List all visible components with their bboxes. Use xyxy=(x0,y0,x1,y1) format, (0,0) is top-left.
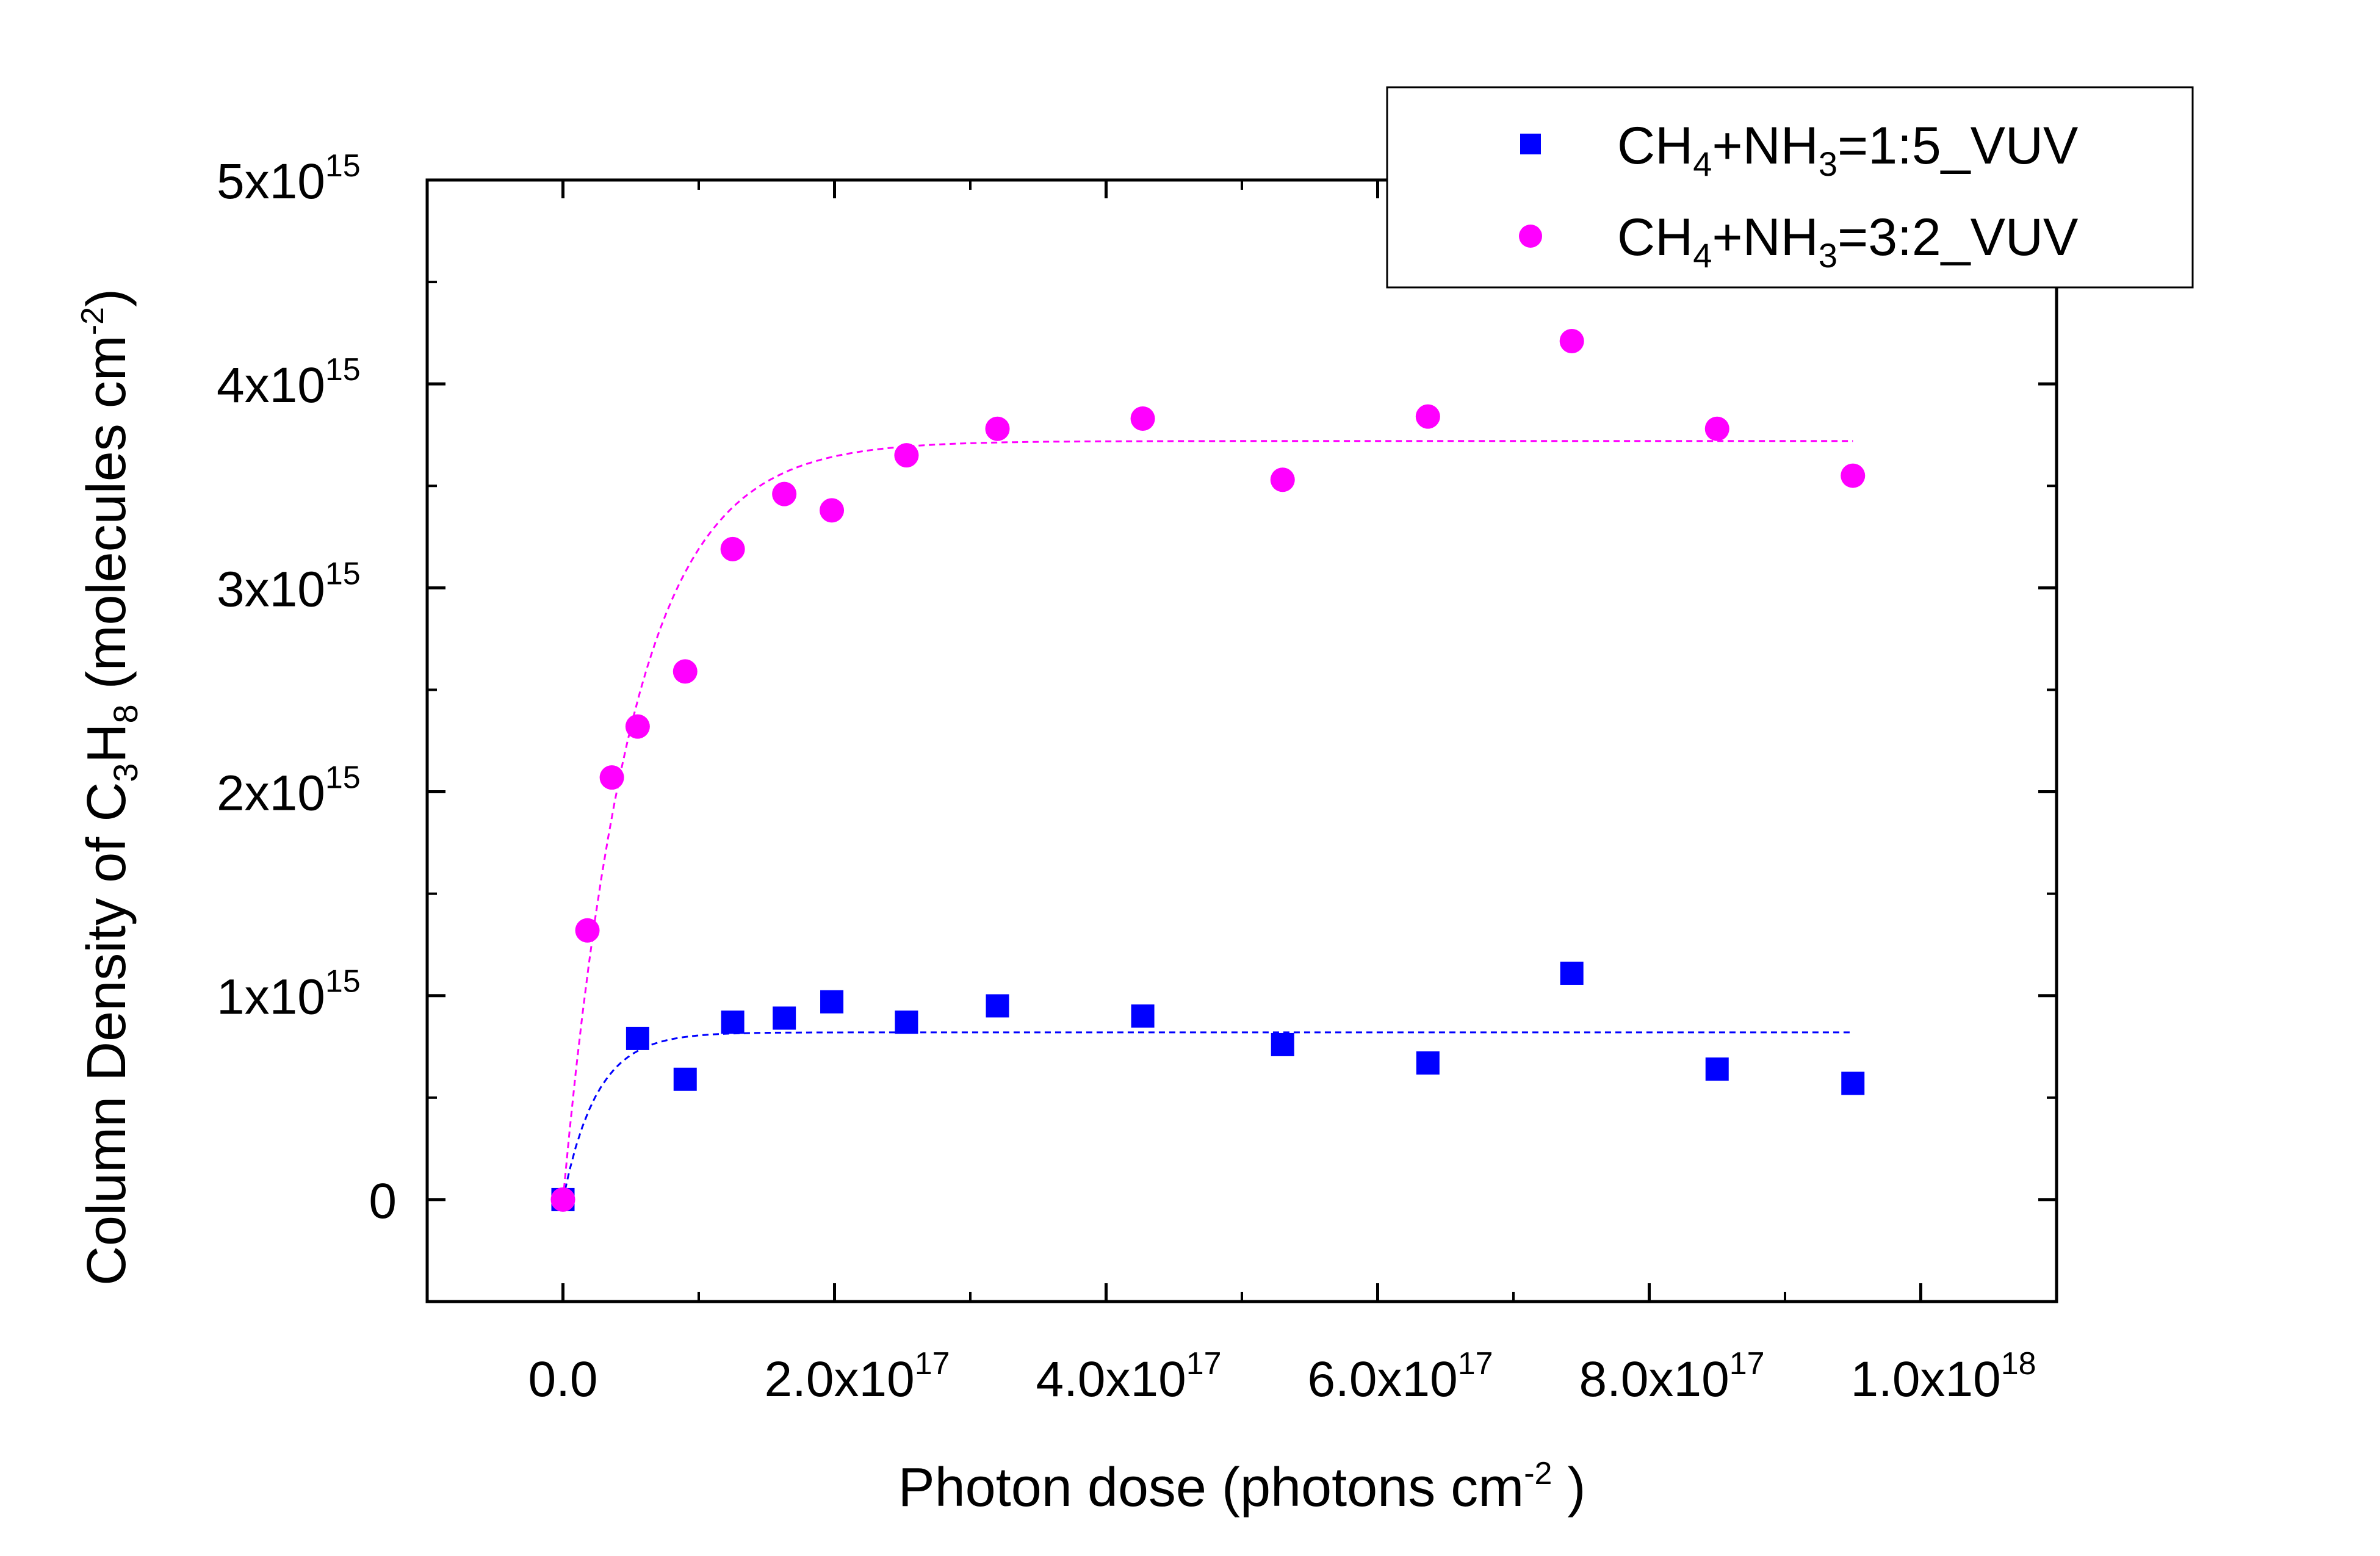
data-point-3-2 xyxy=(985,416,1010,441)
legend: CH4+NH3=1:5_VUV CH4+NH3=3:2_VUV xyxy=(1386,86,2194,289)
data-point-1-5 xyxy=(820,990,844,1014)
plot-area-frame xyxy=(425,178,2058,1303)
y-tick-label: 3x1015 xyxy=(217,556,361,617)
data-point-1-5 xyxy=(1271,1032,1294,1056)
data-point-3-2 xyxy=(894,443,919,468)
data-point-1-5 xyxy=(721,1010,745,1034)
data-point-3-2 xyxy=(720,536,745,561)
fit-curve-3-2 xyxy=(562,440,1853,1200)
data-point-3-2 xyxy=(820,498,845,523)
data-point-1-5 xyxy=(895,1010,918,1034)
data-point-3-2 xyxy=(673,659,698,684)
data-points xyxy=(550,329,1866,1212)
data-point-1-5 xyxy=(1416,1051,1440,1075)
data-point-3-2 xyxy=(1559,329,1584,354)
data-point-3-2 xyxy=(599,765,624,790)
legend-circle-marker xyxy=(1519,225,1542,248)
data-point-1-5 xyxy=(773,1006,796,1030)
y-axis-title: Column Density of C3H8 (molecules cm-2) xyxy=(75,289,145,1286)
data-point-3-2 xyxy=(1841,463,1866,488)
y-tick-label: 4x1015 xyxy=(217,352,361,413)
x-tick-label: 8.0x1017 xyxy=(1579,1346,1765,1407)
data-point-1-5 xyxy=(626,1026,649,1050)
y-tick-label: 0 xyxy=(369,1173,397,1229)
fit-curves xyxy=(562,440,1853,1200)
data-point-1-5 xyxy=(986,994,1009,1018)
data-point-3-2 xyxy=(1130,406,1155,431)
data-point-3-2 xyxy=(575,918,600,943)
legend-square-marker xyxy=(1520,134,1541,154)
data-point-3-2 xyxy=(1270,467,1295,492)
data-point-1-5 xyxy=(1560,961,1584,985)
data-point-3-2 xyxy=(550,1187,575,1212)
legend-label-3-2: CH4+NH3=3:2_VUV xyxy=(1617,208,2078,275)
legend-box xyxy=(1386,86,2194,289)
y-axis-tick-labels: 0 1x1015 2x1015 3x1015 4x1015 5x1015 xyxy=(217,148,397,1229)
data-point-3-2 xyxy=(625,714,650,739)
legend-label-1-5: CH4+NH3=1:5_VUV xyxy=(1617,117,2078,183)
x-axis-title: Photon dose (photons cm-2 ) xyxy=(898,1456,1586,1518)
x-tick-label: 4.0x1017 xyxy=(1036,1346,1222,1407)
data-point-1-5 xyxy=(673,1067,697,1091)
x-tick-label: 6.0x1017 xyxy=(1308,1346,1493,1407)
data-point-3-2 xyxy=(1415,404,1440,429)
x-tick-label: 2.0x1017 xyxy=(765,1346,950,1407)
data-point-1-5 xyxy=(1841,1072,1865,1095)
y-tick-label: 5x1015 xyxy=(217,148,361,209)
data-point-1-5 xyxy=(1705,1057,1729,1081)
data-point-3-2 xyxy=(1704,416,1729,441)
data-point-1-5 xyxy=(1131,1004,1155,1028)
x-tick-label: 1.0x1018 xyxy=(1851,1346,2036,1407)
y-tick-label: 1x1015 xyxy=(217,964,361,1025)
fit-curve-1-5 xyxy=(562,1031,1853,1200)
axis-ticks xyxy=(426,178,2058,1303)
x-axis-tick-labels: 0.0 2.0x1017 4.0x1017 6.0x1017 8.0x1017 1.0x1… xyxy=(528,1346,2036,1407)
x-tick-label: 0.0 xyxy=(528,1352,598,1407)
data-point-3-2 xyxy=(772,481,797,506)
y-tick-label: 2x1015 xyxy=(217,760,361,821)
